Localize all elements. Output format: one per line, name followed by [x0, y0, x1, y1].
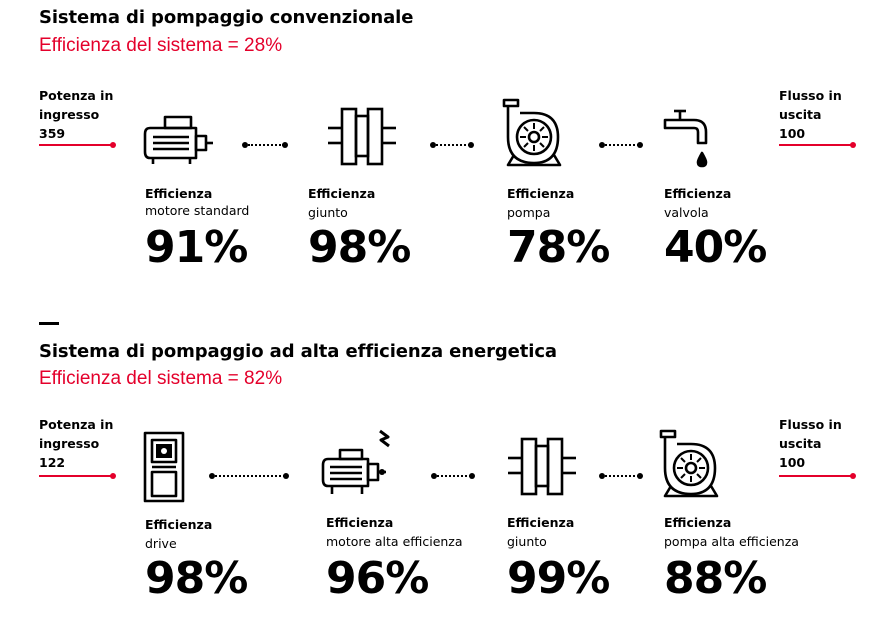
drive-icon — [143, 431, 185, 503]
output-value: 100 — [779, 126, 806, 141]
high-efficiency-title: Sistema di pompaggio ad alta efficienza … — [39, 341, 557, 362]
high-efficiency-pump-icon — [659, 429, 719, 498]
stage-high-efficiency-motor-efficiency: Efficienza motore alta efficienza 96% — [326, 515, 463, 601]
stage-percent: 98% — [308, 222, 411, 273]
output-arrow-dot — [850, 142, 856, 148]
stage-coupling-efficiency: Efficienza giunto 99% — [507, 515, 610, 604]
input-value: 359 — [39, 126, 66, 141]
stage-percent: 99% — [507, 553, 610, 604]
output-arrow-dot — [850, 473, 856, 479]
coupling-icon — [508, 437, 576, 496]
connector-dot — [431, 473, 437, 479]
output-label-line2: uscita — [779, 436, 822, 451]
dotted-connector — [436, 144, 470, 146]
input-value: 122 — [39, 455, 66, 470]
input-label-line2: ingresso — [39, 107, 100, 122]
input-label-line1: Potenza in — [39, 88, 114, 103]
stage-name: giunto — [507, 534, 547, 549]
connector-dot — [599, 142, 605, 148]
high-efficiency-system-efficiency: Efficienza del sistema = 82% — [39, 368, 283, 389]
stage-name: motore standard — [145, 203, 250, 218]
section-divider — [39, 322, 59, 325]
stage-name: pompa — [507, 205, 551, 220]
efficiency-label: Efficienza — [664, 515, 732, 530]
pump-icon — [502, 98, 562, 167]
stage-valve-efficiency: Efficienza valvola 40% — [664, 186, 767, 273]
stage-percent: 88% — [664, 553, 767, 604]
output-value: 100 — [779, 455, 806, 470]
stage-percent: 98% — [145, 553, 248, 604]
stage-percent: 96% — [326, 553, 429, 604]
stage-name: giunto — [308, 205, 348, 220]
input-label-line1: Potenza in — [39, 417, 114, 432]
dotted-connector — [605, 475, 639, 477]
connector-dot — [430, 142, 436, 148]
stage-percent: 78% — [507, 222, 610, 273]
valve-tap-icon — [663, 109, 708, 168]
efficiency-label: Efficienza — [145, 186, 213, 201]
output-arrow-line — [779, 475, 853, 477]
motor-icon — [143, 115, 213, 164]
connector-dot — [637, 142, 643, 148]
stage-name: motore alta efficienza — [326, 534, 463, 549]
output-label-line1: Flusso in — [779, 417, 842, 432]
stage-coupling-efficiency: Efficienza giunto 98% — [308, 186, 411, 273]
connector-dot — [468, 142, 474, 148]
stage-name: drive — [145, 536, 177, 551]
efficiency-label: Efficienza — [326, 515, 394, 530]
coupling-icon — [328, 107, 396, 166]
efficiency-label: Efficienza — [145, 517, 213, 532]
input-label-line2: ingresso — [39, 436, 100, 451]
connector-dot — [282, 142, 288, 148]
dotted-connector — [437, 475, 471, 477]
dotted-connector — [605, 144, 639, 146]
stage-motor-efficiency: Efficienza motore standard 91% — [145, 186, 249, 270]
efficiency-label: Efficienza — [664, 186, 732, 201]
input-arrow-dot — [110, 473, 116, 479]
connector-dot — [599, 473, 605, 479]
output-label-line2: uscita — [779, 107, 822, 122]
high-efficiency-input-label: Potenza in ingresso 122 — [39, 415, 113, 472]
efficiency-label: Efficienza — [507, 186, 575, 201]
output-arrow-line — [779, 144, 853, 146]
connector-dot — [637, 473, 643, 479]
dotted-connector — [215, 475, 285, 477]
stage-name: pompa alta efficienza — [664, 534, 799, 549]
stage-drive-efficiency: Efficienza drive 98% — [145, 517, 248, 604]
connector-dot — [242, 142, 248, 148]
input-arrow-line — [39, 144, 113, 146]
stage-pump-efficiency: Efficienza pompa 78% — [507, 186, 610, 273]
conventional-system-efficiency: Efficienza del sistema = 28% — [39, 35, 283, 56]
connector-dot — [283, 473, 289, 479]
stage-percent: 91% — [145, 222, 248, 273]
dotted-connector — [248, 144, 284, 146]
input-arrow-line — [39, 475, 113, 477]
efficiency-label: Efficienza — [507, 515, 575, 530]
stage-name: valvola — [664, 205, 709, 220]
output-label-line1: Flusso in — [779, 88, 842, 103]
conventional-input-label: Potenza in ingresso 359 — [39, 86, 113, 143]
stage-percent: 40% — [664, 222, 767, 273]
connector-dot — [209, 473, 215, 479]
connector-dot — [469, 473, 475, 479]
efficiency-label: Efficienza — [308, 186, 376, 201]
stage-high-efficiency-pump-efficiency: Efficienza pompa alta efficienza 88% — [664, 515, 799, 601]
high-efficiency-motor-icon — [321, 429, 390, 494]
high-efficiency-output-label: Flusso in uscita 100 — [779, 415, 842, 472]
conventional-title: Sistema di pompaggio convenzionale — [39, 7, 414, 28]
conventional-output-label: Flusso in uscita 100 — [779, 86, 842, 143]
input-arrow-dot — [110, 142, 116, 148]
